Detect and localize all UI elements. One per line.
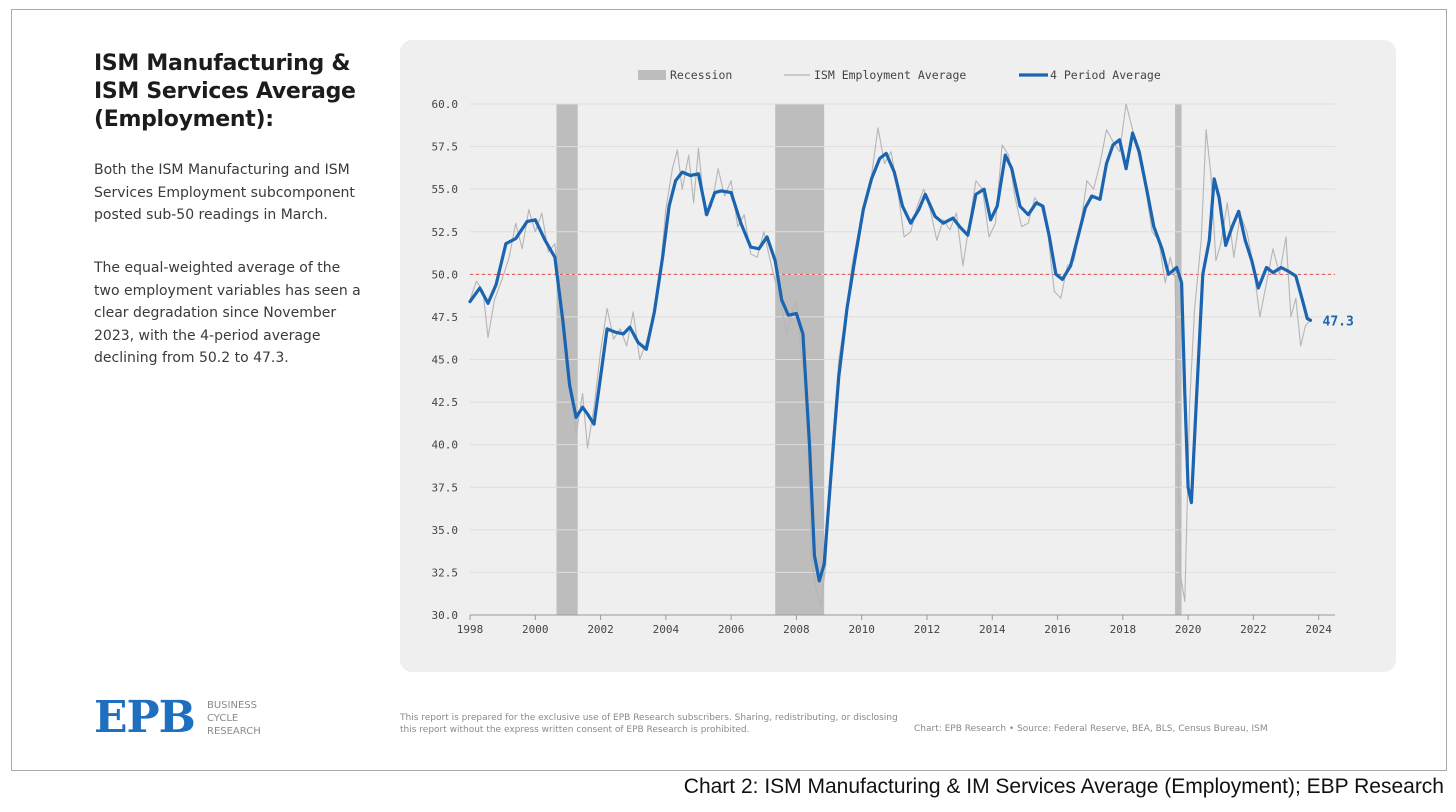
x-tick-label: 2010 (848, 623, 875, 636)
x-tick-label: 2018 (1110, 623, 1137, 636)
commentary-paragraph-1: Both the ISM Manufacturing and ISM Servi… (94, 162, 355, 223)
logo-subtitle-line: CYCLE (207, 713, 239, 724)
y-tick-label: 35.0 (432, 524, 459, 537)
line-chart: 30.0 32.5 35.0 37.5 40.0 42.5 45.0 47.5 50.0 52.5… (432, 68, 1354, 636)
legend-label-4-period: 4 Period Average (1050, 68, 1161, 82)
source-credit: Chart: EPB Research • Source: Federal Re… (914, 724, 1268, 734)
y-tick-label: 42.5 (432, 396, 459, 409)
x-tick-label: 2000 (522, 623, 549, 636)
commentary-paragraph-2: The equal-weighted average of the two em… (94, 260, 361, 366)
y-tick-label: 45.0 (432, 354, 459, 367)
series-line-4-period-average (468, 131, 1313, 583)
logo-subtitle-line: RESEARCH (207, 726, 261, 737)
y-tick-label: 40.0 (432, 439, 459, 452)
y-tick-label: 47.5 (432, 311, 459, 324)
logo-mark: EPB (94, 692, 196, 743)
x-tick-label: 2008 (783, 623, 810, 636)
x-tick-label: 2024 (1305, 623, 1332, 636)
y-tick-label: 32.5 (432, 566, 459, 579)
y-tick-label: 57.5 (432, 141, 459, 154)
y-tick-label: 50.0 (432, 268, 459, 281)
y-tick-label: 52.5 (432, 226, 459, 239)
chart-heading: ISM Manufacturing & ISM Services Average… (94, 51, 356, 132)
legend-swatch-recession (638, 70, 666, 80)
x-tick-label: 2006 (718, 623, 745, 636)
y-tick-label: 60.0 (432, 98, 459, 111)
legend-label-recession: Recession (670, 68, 732, 82)
disclaimer-text: This report is prepared for the exclusiv… (400, 713, 898, 735)
end-value-label: 47.3 (1323, 314, 1354, 329)
x-tick-label: 2016 (1044, 623, 1071, 636)
x-tick-label: 2020 (1175, 623, 1202, 636)
logo-subtitle-line: BUSINESS (207, 700, 257, 711)
x-tick-label: 2012 (914, 623, 941, 636)
x-tick-label: 2014 (979, 623, 1006, 636)
x-tick-label: 2022 (1240, 623, 1267, 636)
y-tick-label: 37.5 (432, 481, 459, 494)
x-tick-label: 1998 (457, 623, 484, 636)
figure-caption: Chart 2: ISM Manufacturing & IM Services… (683, 775, 1444, 798)
x-tick-label: 2002 (587, 623, 614, 636)
y-tick-label: 30.0 (432, 609, 459, 622)
y-tick-label: 55.0 (432, 183, 459, 196)
epb-logo: EPB BUSINESS CYCLE RESEARCH (94, 693, 304, 745)
x-tick-label: 2004 (653, 623, 680, 636)
logo-subtitle: BUSINESS CYCLE RESEARCH (207, 699, 261, 738)
legend-label-ism-employment: ISM Employment Average (814, 68, 966, 82)
